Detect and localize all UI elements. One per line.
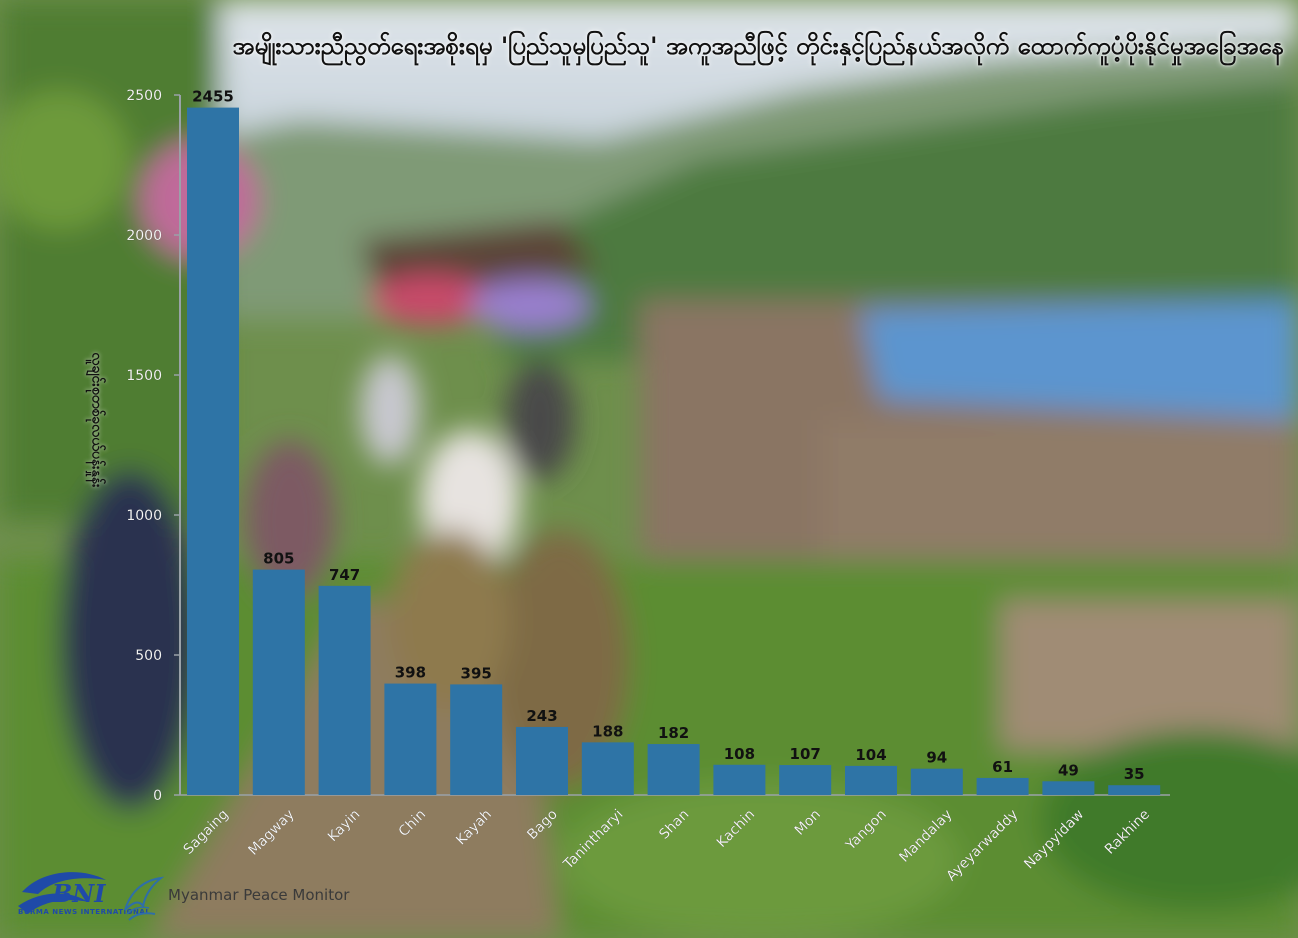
- bar-shan: [647, 744, 700, 795]
- bar-bago: [516, 726, 568, 795]
- value-label: 61: [992, 758, 1013, 776]
- y-tick-label: 1000: [126, 508, 162, 524]
- bar-mon: [779, 765, 832, 795]
- x-tick-label: Yangon: [842, 807, 890, 855]
- bni-swirl-logo: BNI: [18, 872, 106, 914]
- bar-magway: [252, 569, 305, 795]
- value-label: 94: [926, 749, 947, 767]
- bar-kachin: [713, 764, 766, 795]
- bar-tanintharyi: [581, 742, 634, 795]
- bar-kayin: [318, 585, 371, 795]
- bars: [187, 107, 1161, 796]
- bar-yangon: [845, 765, 897, 795]
- bar-mandalay: [910, 768, 963, 795]
- value-label: 188: [592, 722, 623, 740]
- y-axis-label: လူချင်းစုတစ်ခုလယ်ပန်းနှုန်း: [88, 352, 105, 488]
- value-label: 747: [329, 566, 360, 584]
- bar-naypyidaw: [1042, 781, 1095, 795]
- value-label: 104: [855, 746, 886, 764]
- dove-logo: [124, 876, 165, 921]
- value-label: 108: [724, 745, 755, 763]
- bni-mark: BNI: [51, 879, 106, 908]
- x-tick-label: Chin: [396, 807, 430, 841]
- bar-kayah: [450, 684, 503, 795]
- y-tick-label: 2000: [126, 228, 162, 244]
- value-label: 395: [461, 664, 492, 682]
- value-label: 2455: [192, 88, 234, 106]
- x-tick-label: Rakhine: [1102, 807, 1153, 858]
- value-label: 182: [658, 724, 689, 742]
- bni-caption: BURMA NEWS INTERNATIONAL: [18, 908, 151, 916]
- y-tick-label: 500: [135, 648, 162, 664]
- x-tick-label: Naypyidaw: [1021, 807, 1087, 873]
- x-tick-label: Sagaing: [180, 807, 231, 858]
- value-label: 107: [790, 745, 821, 763]
- bar-sagaing: [187, 107, 239, 796]
- mpm-name: Myanmar Peace Monitor: [168, 886, 350, 904]
- y-tick-label: 2500: [126, 88, 162, 104]
- value-label: 243: [526, 707, 557, 725]
- x-tick-label: Shan: [656, 807, 692, 843]
- y-tick-label: 1500: [126, 368, 162, 384]
- y-axis: 0 500 1000 1500 2000 2500: [126, 88, 1170, 804]
- x-tick-label: Kayin: [325, 807, 364, 846]
- x-tick-label: Bago: [524, 807, 561, 844]
- x-tick-label: Magway: [245, 807, 297, 859]
- x-tick-label: Kachin: [714, 807, 758, 851]
- x-tick-label: Tanintharyi: [560, 807, 627, 874]
- x-tick-label: Mon: [792, 807, 824, 839]
- value-label: 805: [263, 550, 294, 568]
- chart-title: အမျိုးသားညီညွတ်ရေးအစိုးရမှ 'ပြည်သူမှပြည်…: [232, 32, 1284, 60]
- x-tick-label: Mandalay: [896, 807, 955, 866]
- bar-chin: [384, 683, 437, 795]
- value-label: 49: [1058, 761, 1079, 779]
- bar-ayeyarwaddy: [976, 777, 1029, 795]
- bar-rakhine: [1108, 785, 1161, 795]
- value-labels: 2455 805 747 398 395 243 188 182 108 107 104 94 61 49…: [192, 88, 1145, 784]
- y-tick-label: 0: [153, 788, 162, 804]
- value-label: 398: [395, 664, 426, 682]
- x-tick-labels: Sagaing Magway Kayin Chin Kayah Bago Taninthar…: [180, 806, 1153, 884]
- x-tick-label: Kayah: [453, 807, 495, 849]
- value-label: 35: [1124, 765, 1145, 783]
